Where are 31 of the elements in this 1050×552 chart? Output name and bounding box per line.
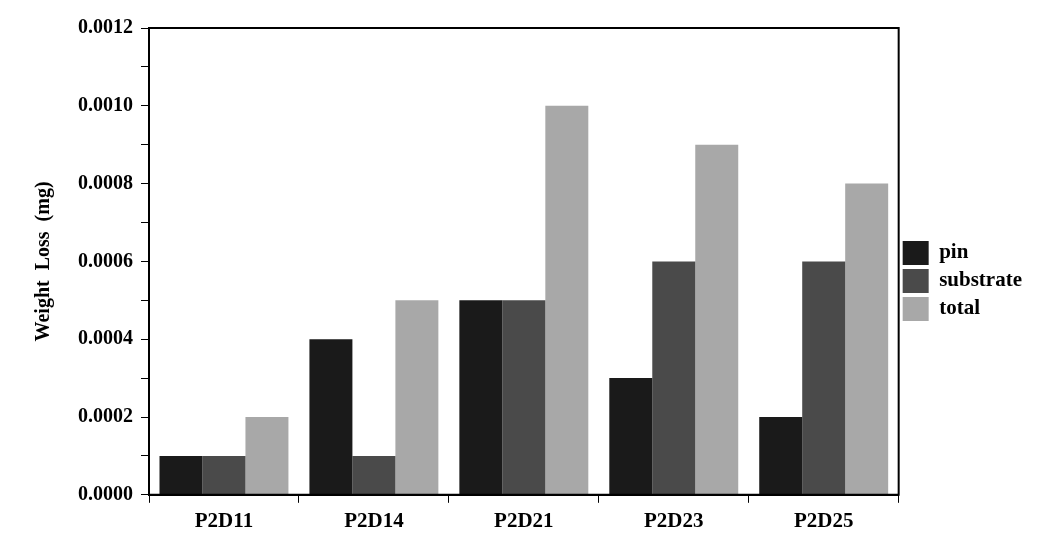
y-tick-label: 0.0006 (78, 248, 133, 271)
bar (545, 105, 589, 495)
y-tick-label: 0.0002 (78, 404, 133, 427)
bar (609, 378, 653, 495)
bar (652, 261, 696, 495)
bar (245, 417, 289, 495)
bar (159, 455, 203, 495)
legend-label: pin (939, 239, 969, 264)
y-tick-label: 0.0012 (78, 15, 133, 38)
x-tick-label: P2D11 (194, 507, 254, 532)
bar (395, 300, 439, 495)
bar (759, 417, 803, 495)
y-axis-title: Weight Loss (mg) (31, 181, 55, 342)
legend-label: total (939, 295, 981, 320)
y-tick-label: 0.0004 (78, 326, 133, 349)
legend-label: substrate (939, 267, 1023, 292)
bar (695, 144, 739, 495)
bar (802, 261, 846, 495)
bar (845, 183, 889, 495)
bar (309, 339, 353, 495)
x-tick-label: P2D21 (494, 507, 554, 532)
x-tick-label: P2D14 (344, 507, 405, 532)
y-tick-label: 0.0008 (78, 170, 133, 193)
bar (459, 300, 503, 495)
bar (502, 300, 546, 495)
y-tick-label: 0.0010 (78, 92, 133, 115)
x-tick-label: P2D23 (644, 507, 704, 532)
bar (202, 455, 246, 495)
bar (352, 455, 396, 495)
x-tick-label: P2D25 (793, 507, 854, 532)
y-tick-label: 0.0000 (78, 481, 133, 504)
